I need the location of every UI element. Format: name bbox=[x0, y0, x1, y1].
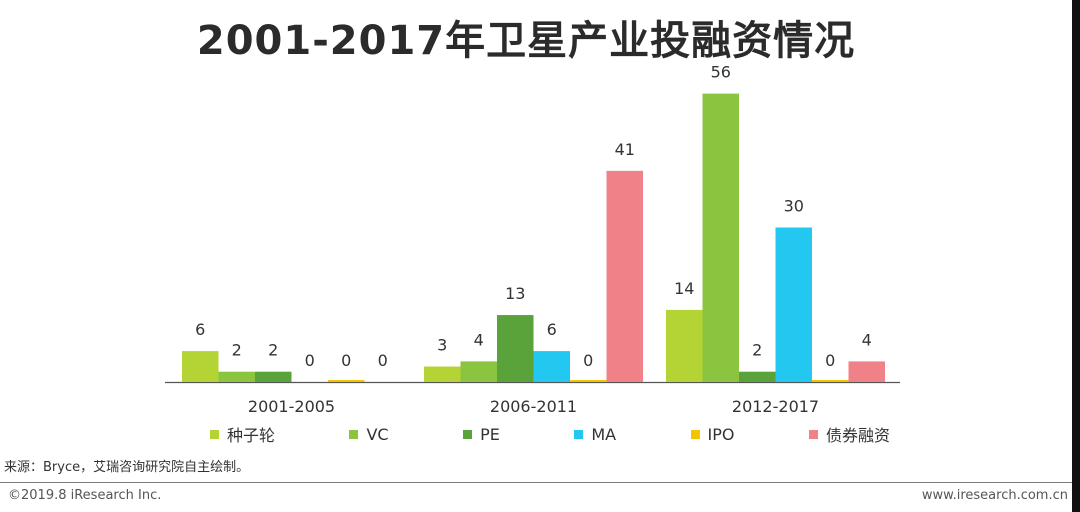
data-label-0-2: 14 bbox=[674, 279, 694, 298]
bar-5-1 bbox=[606, 170, 643, 382]
website-text: www.iresearch.com.cn bbox=[921, 488, 1068, 503]
chart-legend: 种子轮 VC PE MA IPO 债券融资 bbox=[210, 422, 890, 446]
bar-4-1 bbox=[570, 380, 607, 382]
category-label-2: 2012-2017 bbox=[732, 397, 819, 416]
legend-label-2: PE bbox=[480, 424, 500, 444]
bar-0-0 bbox=[182, 351, 219, 382]
legend-label-5: 债券融资 bbox=[825, 426, 890, 445]
data-label-4-2: 0 bbox=[825, 351, 835, 370]
legend-item-1: VC bbox=[349, 424, 389, 444]
bar-0-2 bbox=[666, 309, 703, 382]
data-label-4-0: 0 bbox=[341, 351, 351, 370]
data-label-2-0: 2 bbox=[268, 341, 278, 360]
legend-item-2: PE bbox=[463, 425, 500, 444]
bar-0-1 bbox=[424, 366, 461, 382]
bar-1-1 bbox=[460, 361, 497, 382]
bar-chart: 6 2 2 0 0 0 2001-2005 3 4 13 6 0 41 2006-2011 14 56 2 30 0… bbox=[165, 63, 900, 416]
legend-item-0: 种子轮 bbox=[210, 422, 275, 446]
data-label-0-0: 6 bbox=[195, 320, 205, 339]
legend-swatch-5 bbox=[808, 429, 818, 439]
legend-label-1: VC bbox=[366, 424, 389, 444]
data-label-5-0: 0 bbox=[378, 351, 388, 370]
bar-3-1 bbox=[533, 351, 570, 382]
category-label-0: 2001-2005 bbox=[248, 397, 335, 416]
bar-4-0 bbox=[328, 380, 365, 382]
category-label-1: 2006-2011 bbox=[490, 397, 577, 416]
data-label-5-2: 4 bbox=[862, 330, 872, 349]
data-label-5-1: 41 bbox=[615, 140, 635, 159]
legend-item-5: 债券融资 bbox=[808, 422, 890, 446]
source-note: 来源：Bryce，艾瑞咨询研究院自主绘制。 bbox=[4, 460, 250, 475]
bar-4-2 bbox=[812, 380, 849, 382]
legend-swatch-0 bbox=[210, 429, 219, 439]
data-label-3-2: 30 bbox=[784, 197, 804, 216]
data-label-3-1: 6 bbox=[547, 320, 557, 339]
bar-2-2 bbox=[739, 371, 776, 382]
footer-divider bbox=[0, 482, 1072, 483]
data-label-1-1: 4 bbox=[474, 330, 484, 349]
legend-swatch-2 bbox=[463, 429, 473, 439]
legend-label-4: IPO bbox=[707, 424, 735, 444]
legend-swatch-3 bbox=[574, 429, 584, 439]
legend-item-4: IPO bbox=[690, 424, 735, 444]
legend-item-3: MA bbox=[574, 425, 616, 444]
data-label-2-1: 13 bbox=[505, 284, 525, 303]
bar-5-2 bbox=[848, 361, 885, 382]
legend-swatch-4 bbox=[690, 429, 700, 439]
data-label-4-1: 0 bbox=[583, 351, 593, 370]
copyright-text: ©2019.8 iResearch Inc. bbox=[8, 488, 162, 503]
data-label-1-2: 56 bbox=[711, 63, 731, 82]
chart-title: 2001-2017年卫星产业投融资情况 bbox=[196, 18, 856, 64]
legend-swatch-1 bbox=[349, 429, 359, 439]
right-edge-bar bbox=[1072, 0, 1080, 512]
bar-3-2 bbox=[775, 227, 812, 382]
data-label-0-1: 3 bbox=[437, 336, 447, 355]
legend-label-0: 种子轮 bbox=[227, 426, 276, 445]
data-label-3-0: 0 bbox=[305, 351, 315, 370]
bar-1-2 bbox=[702, 93, 739, 382]
data-label-2-2: 2 bbox=[752, 341, 762, 360]
bar-1-0 bbox=[218, 371, 255, 382]
data-label-1-0: 2 bbox=[232, 341, 242, 360]
bar-2-0 bbox=[255, 371, 292, 382]
bar-2-1 bbox=[497, 315, 534, 382]
legend-label-3: MA bbox=[591, 424, 617, 444]
